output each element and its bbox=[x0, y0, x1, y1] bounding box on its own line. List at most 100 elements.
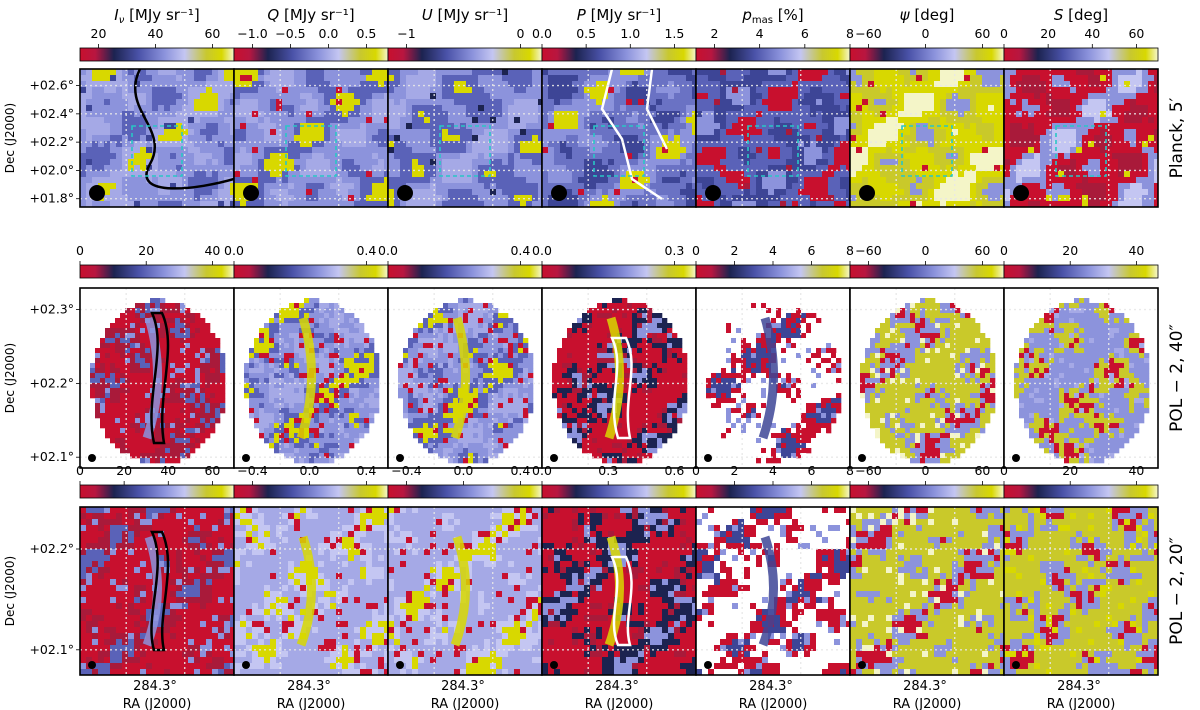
colorbar-tick-label: 0 bbox=[1000, 243, 1008, 258]
y-tick-label: +02.2° bbox=[29, 375, 74, 390]
colorbar: 0 20 40 bbox=[76, 243, 235, 279]
colorbar-tick-label: 8 bbox=[846, 26, 854, 41]
panel-r1-c3: U [MJy sr⁻¹] −1 0 bbox=[387, 6, 543, 208]
colorbar-tick-label: 20 bbox=[116, 463, 132, 478]
map bbox=[79, 68, 235, 208]
beam-marker bbox=[550, 661, 558, 669]
map bbox=[79, 287, 235, 469]
colorbar-tick-label: −1.0 bbox=[237, 26, 267, 41]
colorbar-gradient bbox=[1003, 264, 1159, 279]
panel-r2-c1: 0 20 40 bbox=[76, 243, 235, 469]
colorbar-gradient bbox=[79, 264, 235, 279]
colorbar-gradient bbox=[695, 484, 851, 499]
colorbar-tick-label: 8 bbox=[846, 243, 854, 258]
colorbar-tick-label: 60 bbox=[974, 26, 990, 41]
colorbar-tick-label: 0.0 bbox=[300, 463, 320, 478]
y-tick-label: +02.1° bbox=[29, 642, 74, 657]
map bbox=[849, 287, 1005, 469]
colorbar-tick-label: 0.3 bbox=[664, 243, 684, 258]
colorbar-tick-label: 4 bbox=[756, 26, 764, 41]
y-tick-label: +02.1° bbox=[29, 449, 74, 464]
colorbar: 0 20 40 60 bbox=[1000, 26, 1159, 62]
panel-frame bbox=[1003, 287, 1159, 469]
colorbar-gradient bbox=[387, 47, 543, 62]
x-tick-label: 284.3° bbox=[903, 679, 947, 694]
panel-r3-c6: −60 0 60 284.3° RA (J2000) bbox=[849, 463, 1005, 710]
panel-r2-c3: 0.0 0.4 bbox=[378, 243, 543, 469]
colorbar-tick-label: 8 bbox=[846, 463, 854, 478]
y-axis-label: Dec (J2000) bbox=[3, 103, 17, 173]
beam-marker bbox=[397, 185, 413, 201]
colorbar: −60 0 60 bbox=[849, 463, 1005, 499]
x-axis-label: RA (J2000) bbox=[739, 697, 808, 710]
colorbar-tick-label: 20 bbox=[138, 243, 154, 258]
colorbar-gradient bbox=[541, 264, 697, 279]
colorbar-tick-label: 6 bbox=[808, 243, 816, 258]
x-axis-label: RA (J2000) bbox=[431, 697, 500, 710]
y-axis-label: Dec (J2000) bbox=[3, 343, 17, 413]
colorbar-tick-label: −0.5 bbox=[275, 26, 305, 41]
panel-r3-c7: 0 20 40 284.3° RA (J2000) bbox=[1000, 463, 1159, 710]
colorbar-tick-label: 6 bbox=[801, 26, 809, 41]
colorbar-gradient bbox=[1003, 484, 1159, 499]
map bbox=[233, 506, 389, 676]
colorbar-gradient bbox=[1003, 47, 1159, 62]
y-tick-label: +01.8° bbox=[29, 191, 74, 206]
column-title: Q [MJy sr⁻¹] bbox=[267, 6, 354, 24]
colorbar-tick-label: 1.0 bbox=[620, 26, 640, 41]
panel-r2-c6: −60 0 60 bbox=[849, 243, 1005, 469]
panel-r1-c1: Iν [MJy sr⁻¹] 20 40 60 bbox=[79, 6, 235, 208]
region-box bbox=[901, 125, 953, 177]
region-box bbox=[439, 125, 491, 177]
region-box bbox=[747, 125, 799, 177]
colorbar-gradient bbox=[695, 264, 851, 279]
colorbar-gradient bbox=[849, 47, 1005, 62]
beam-marker bbox=[88, 661, 96, 669]
map bbox=[695, 287, 851, 469]
colorbar-tick-label: 0.3 bbox=[598, 463, 618, 478]
colorbar-tick-label: 60 bbox=[974, 463, 990, 478]
colorbar-tick-label: 0 bbox=[516, 26, 524, 41]
colorbar-tick-label: 0.0 bbox=[532, 243, 552, 258]
region-box bbox=[1055, 125, 1107, 177]
column-title: pmas [%] bbox=[741, 6, 803, 26]
map bbox=[387, 287, 543, 469]
colorbar-tick-label: 60 bbox=[204, 26, 220, 41]
colorbar-tick-label: 60 bbox=[1128, 26, 1144, 41]
colorbar-tick-label: 0.0 bbox=[319, 26, 339, 41]
x-axis-label: RA (J2000) bbox=[123, 697, 192, 710]
beam-marker bbox=[242, 454, 250, 462]
panel-r1-c4: P [MJy sr⁻¹] 0.0 0.5 1.0 1.5 bbox=[532, 6, 697, 208]
colorbar: 0.0 0.3 bbox=[532, 243, 697, 279]
colorbar-gradient bbox=[387, 264, 543, 279]
colorbar: −60 0 60 bbox=[849, 26, 1005, 62]
colorbar-tick-label: 60 bbox=[204, 463, 220, 478]
x-axis-label: RA (J2000) bbox=[585, 697, 654, 710]
colorbar-tick-label: 0 bbox=[76, 243, 84, 258]
colorbar-tick-label: 6 bbox=[808, 463, 816, 478]
panel-r1-c5: pmas [%] 2 4 6 8 bbox=[695, 6, 854, 208]
row-label: Planck, 5′ bbox=[1167, 97, 1187, 178]
colorbar-tick-label: 40 bbox=[1128, 463, 1144, 478]
y-axis-label: Dec (J2000) bbox=[3, 556, 17, 626]
colorbar: 0.0 0.4 bbox=[378, 243, 543, 279]
colorbar: 2 4 6 8 bbox=[695, 26, 854, 62]
colorbar-tick-label: 1.5 bbox=[664, 26, 684, 41]
y-tick-label: +02.6° bbox=[29, 78, 74, 93]
beam-marker bbox=[1013, 185, 1029, 201]
panel-frame bbox=[1003, 68, 1159, 208]
x-axis-label: RA (J2000) bbox=[893, 697, 962, 710]
colorbar-tick-label: 0.6 bbox=[664, 463, 684, 478]
colorbar-gradient bbox=[233, 484, 389, 499]
colorbar-tick-label: −60 bbox=[855, 463, 881, 478]
panel-r3-c4: 0.0 0.3 0.6 284.3° RA (J2000) bbox=[532, 463, 697, 710]
colorbar-tick-label: −60 bbox=[855, 243, 881, 258]
x-tick-label: 284.3° bbox=[441, 679, 485, 694]
map bbox=[1003, 68, 1159, 208]
colorbar: 0 20 40 bbox=[1000, 463, 1159, 499]
colorbar-tick-label: 0.0 bbox=[224, 243, 244, 258]
colorbar-tick-label: 0 bbox=[1000, 463, 1008, 478]
x-tick-label: 284.3° bbox=[133, 679, 177, 694]
colorbar-tick-label: 0.5 bbox=[576, 26, 596, 41]
